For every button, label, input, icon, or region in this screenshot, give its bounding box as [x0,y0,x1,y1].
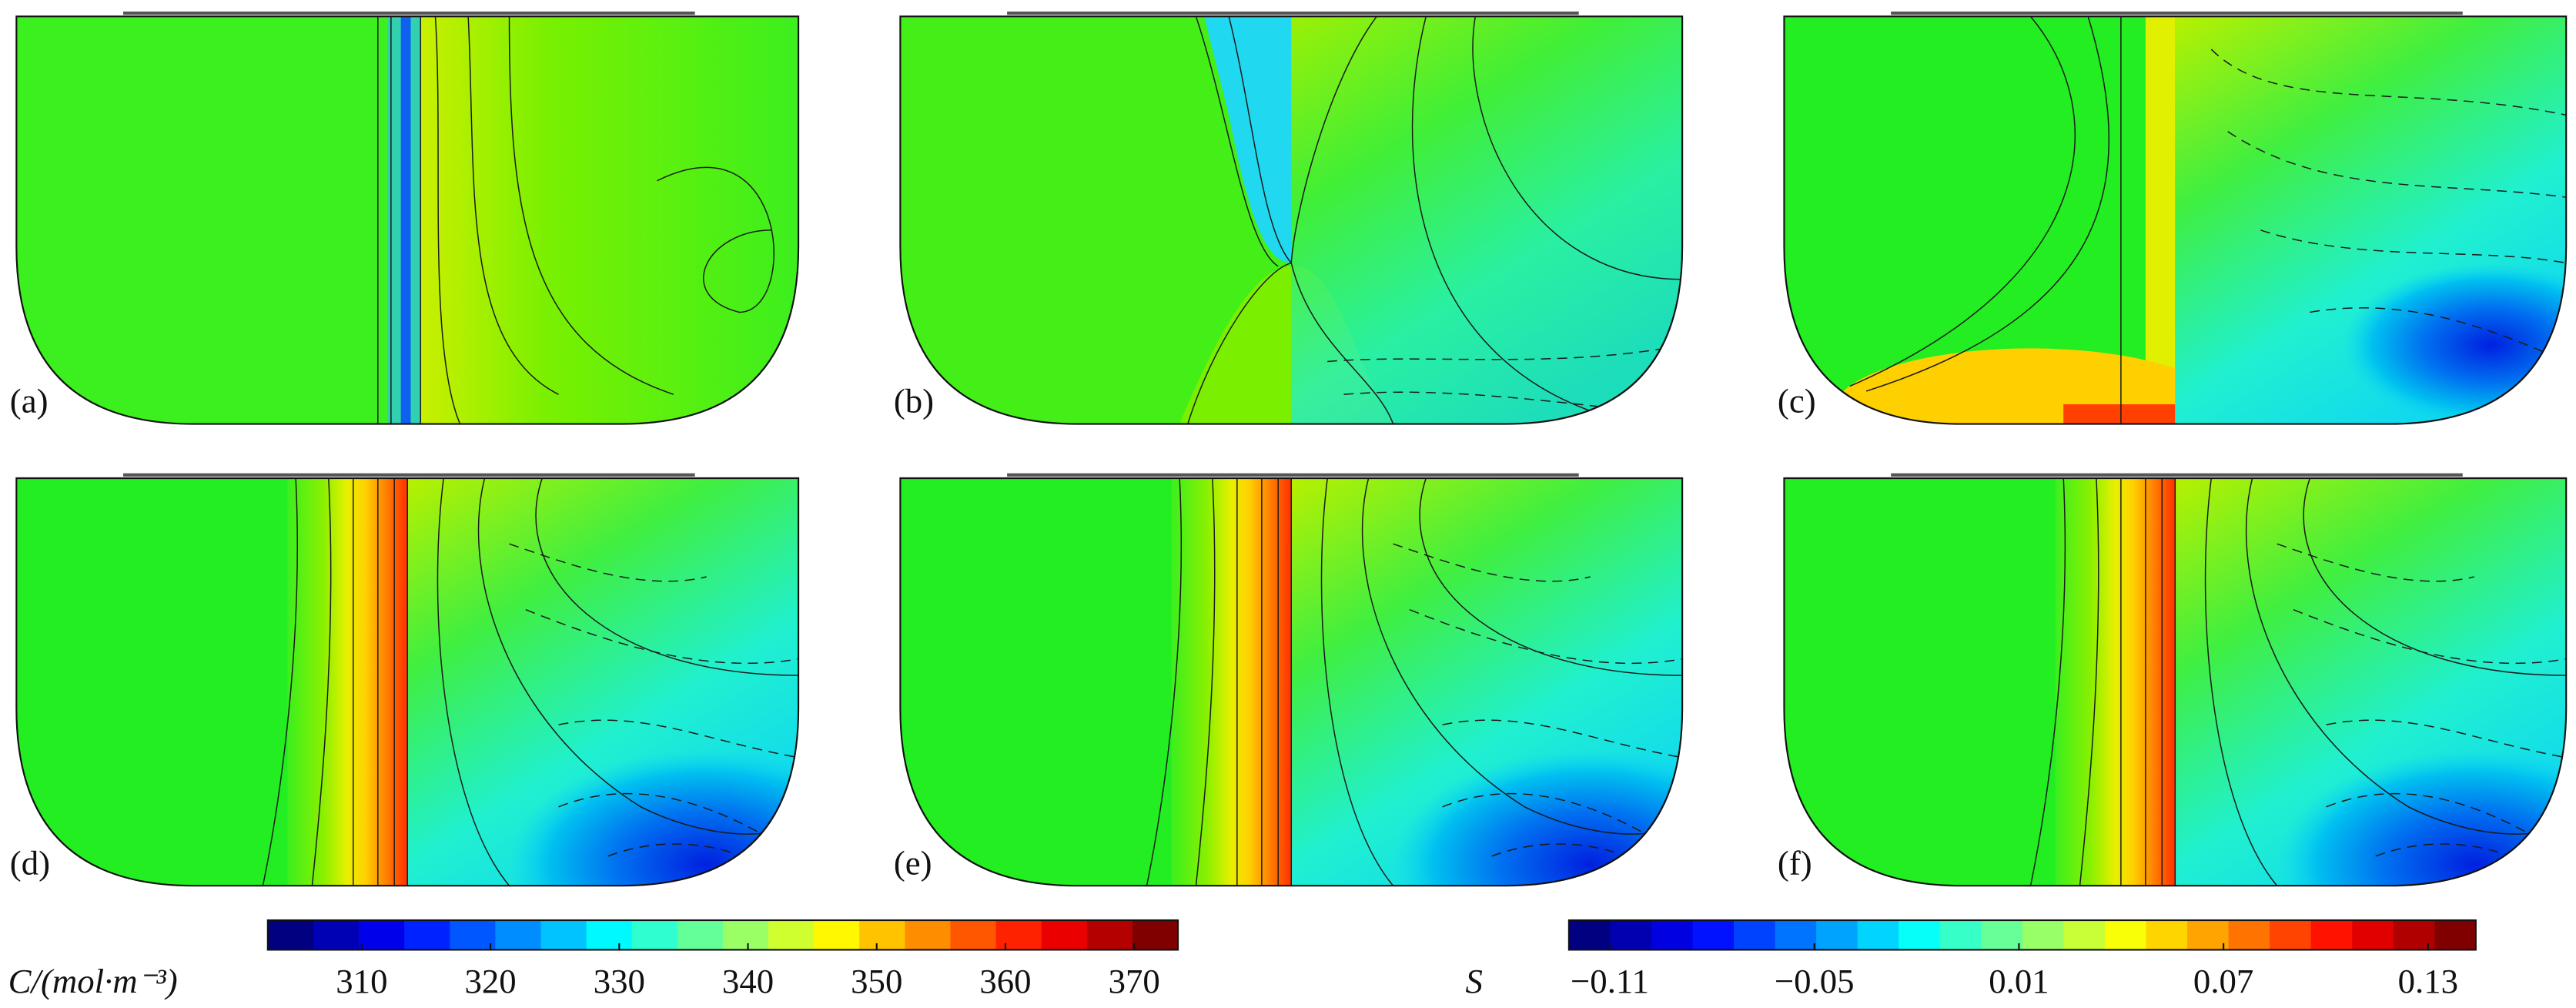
colorbar-segment [1939,920,1982,950]
colorbar-segment [2352,920,2394,950]
colorbar-segment [2310,920,2353,950]
colorbar-label: S [1465,962,1482,1000]
colorbar-segment [2270,920,2312,950]
colorbar-segment [540,920,587,950]
colorbar-tick-label: 360 [979,962,1031,1000]
colorbar-segment [677,920,724,950]
colorbar-tick-label: 0.07 [2193,962,2253,1000]
colorbar-segment [2063,920,2106,950]
colorbar-tick-label: 340 [722,962,774,1000]
colorbar-segment [1734,920,1776,950]
colorbar-segment [1132,920,1179,950]
panel-label: (d) [10,843,50,882]
colorbar-segment [2104,920,2147,950]
colorbar-segment [2434,920,2477,950]
panel [1783,473,2568,887]
colorbar-frame [266,919,1179,951]
panel-label: (f) [1778,843,1812,882]
panel-outline [1783,477,2568,887]
colorbar-segment [586,920,633,950]
colorbar-segment [1568,920,1611,950]
colorbar-tick-label: 0.01 [1989,962,2049,1000]
colorbar-segment [2228,920,2270,950]
colorbar-segment [1610,920,1652,950]
colorbar-segment [1692,920,1735,950]
colorbar-segment [1775,920,1817,950]
colorbar-tick-label: 310 [336,962,387,1000]
colorbar-segment [1981,920,2023,950]
colorbar-segment [1857,920,1899,950]
colorbar-segment [859,920,906,950]
panel [1783,11,2568,425]
colorbar-segment [404,920,450,950]
colorbar-segment [1086,920,1133,950]
colorbar-tick-label: 0.13 [2398,962,2458,1000]
colorbar-segment [313,920,360,950]
panel-outline [899,15,1684,425]
colorbar-segment [905,920,952,950]
panel-field [1784,16,2567,424]
colorbar-tick-label: −0.05 [1775,962,1855,1000]
panel-outline [15,477,800,887]
colorbar-segment [768,920,815,950]
colorbar-segment [1816,920,1858,950]
colorbar-segment [1651,920,1694,950]
colorbar-segment [2146,920,2188,950]
panel-outline [15,15,800,425]
panel-label: (e) [894,843,932,882]
panel [15,11,800,425]
colorbar-segment [722,920,769,950]
panel [15,473,800,887]
colorbar-segment [950,920,997,950]
colorbar-segment [995,920,1042,950]
colorbar-segment [2022,920,2065,950]
panel-outline [1783,15,2568,425]
colorbar-segment [1041,920,1088,950]
panel [899,473,1684,887]
colorbar-tick-label: −0.11 [1571,962,1649,1000]
panel-field [16,16,799,424]
colorbar-segment [359,920,405,950]
panel-field [900,16,1683,424]
colorbar-segment [450,920,497,950]
panel [899,11,1684,425]
colorbar-segment [495,920,542,950]
colorbar-tick-label: 370 [1109,962,1160,1000]
panel-label: (a) [10,382,49,420]
colorbar-label: C/(mol·m⁻³) [8,962,178,1000]
colorbar-tick-label: 320 [465,962,517,1000]
panel-label: (c) [1778,382,1816,420]
colorbar-segment [631,920,678,950]
colorbar-segment [1899,920,1941,950]
panel-label: (b) [894,382,934,420]
panel-outline [899,477,1684,887]
colorbar-segment [267,920,314,950]
colorbar-tick-label: 330 [594,962,645,1000]
colorbar-segment [2187,920,2230,950]
colorbar-tick-label: 350 [851,962,902,1000]
colorbar-segment [814,920,860,950]
colorbar-frame [1567,919,2477,951]
